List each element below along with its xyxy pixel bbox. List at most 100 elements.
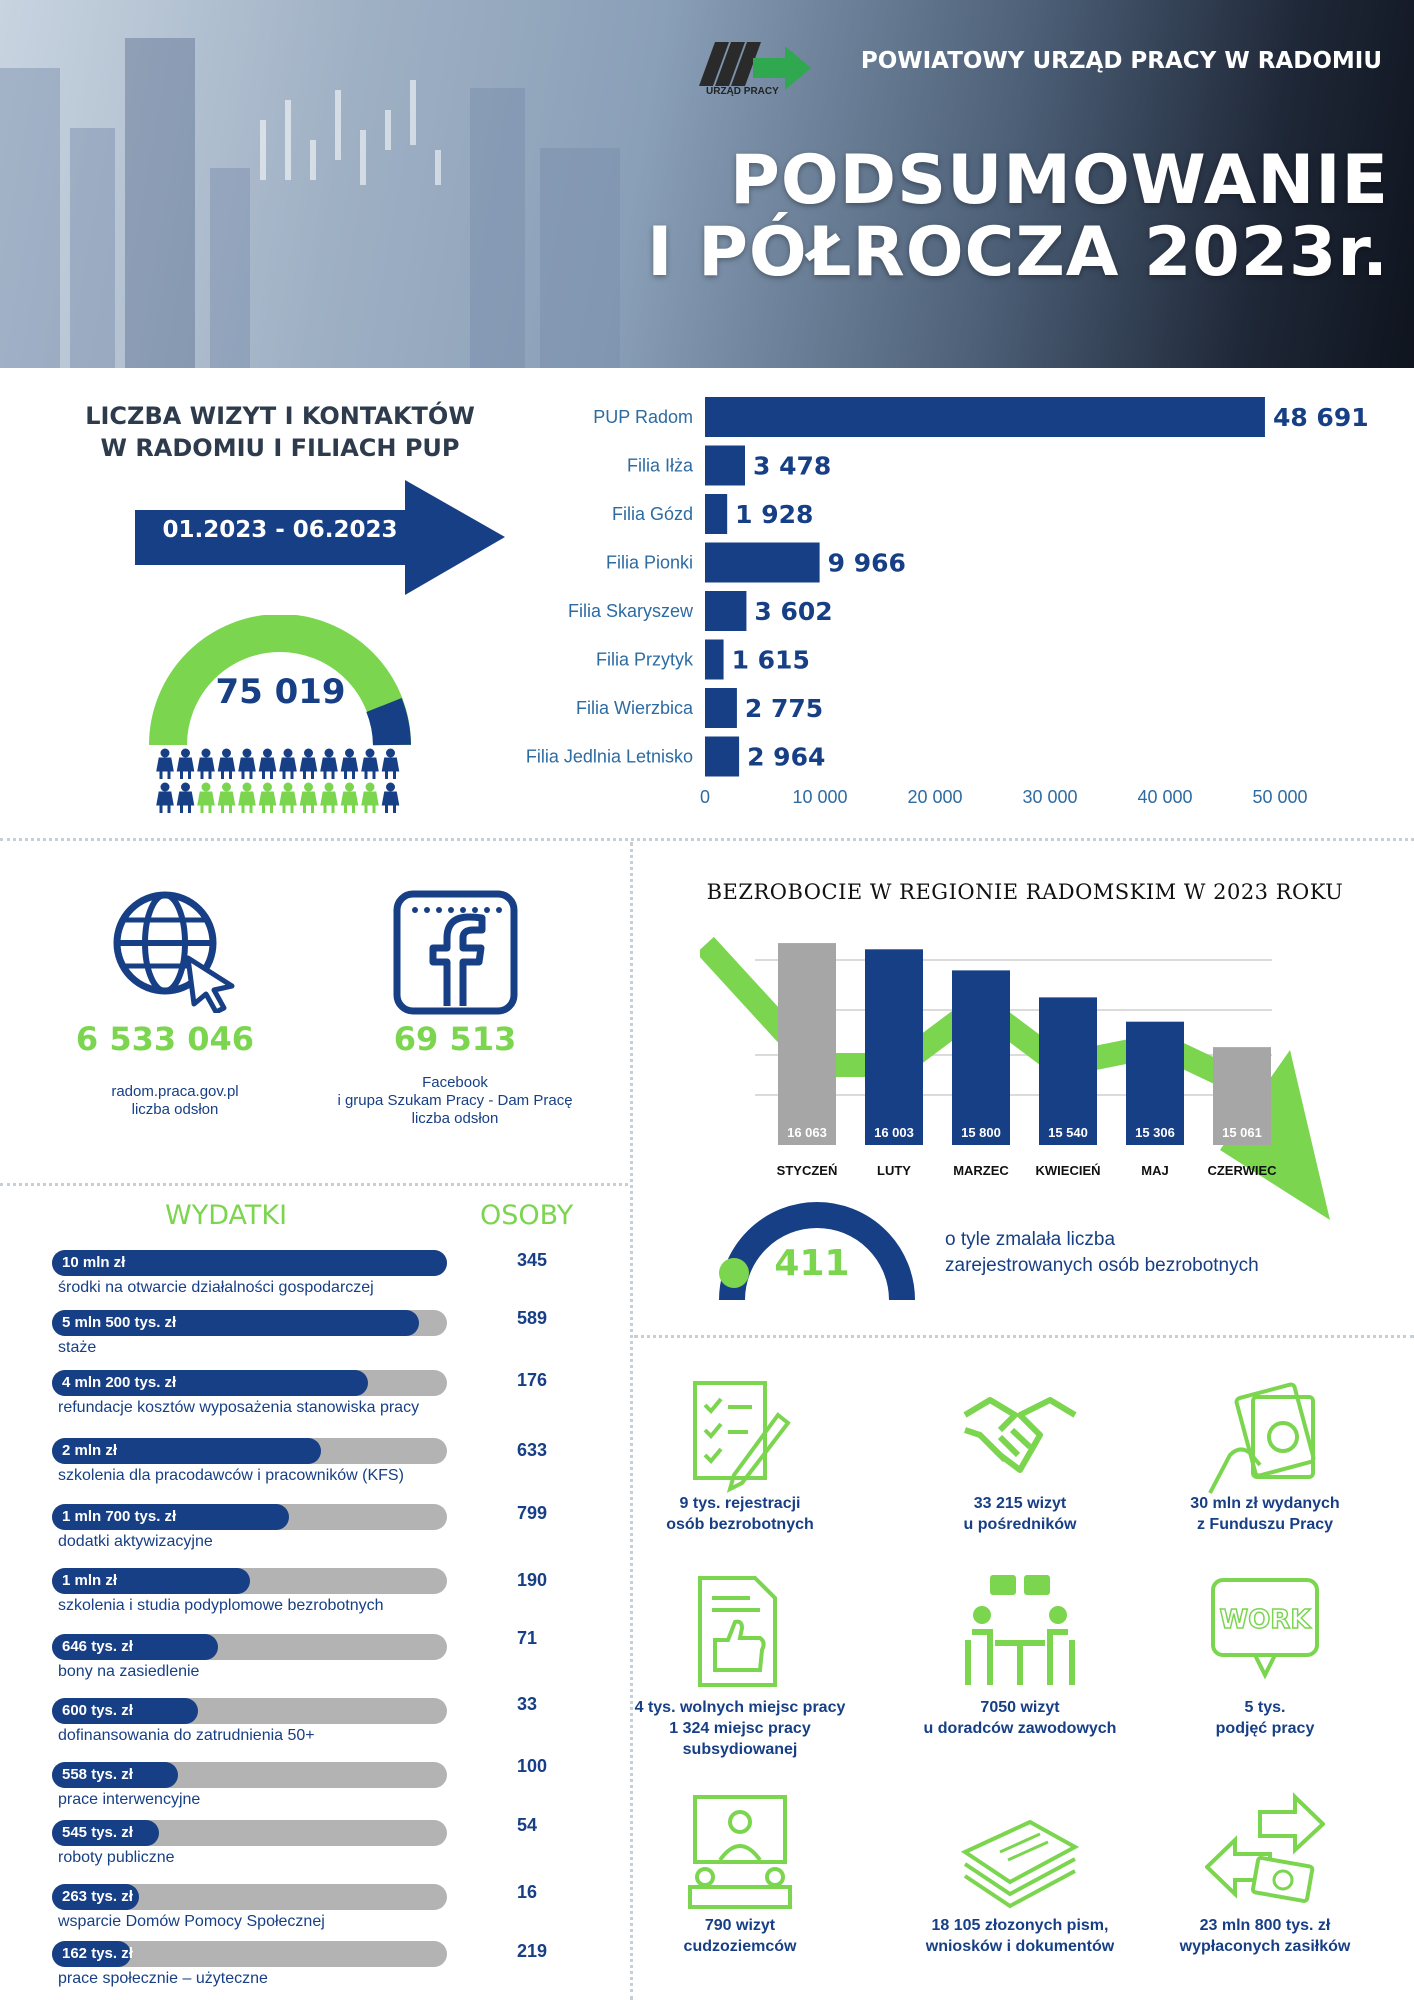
- person-icon: [299, 782, 318, 813]
- x-tick-label: 0: [700, 787, 710, 807]
- expense-bar-fill: [52, 1884, 139, 1910]
- bar-category-label: Filia Przytyk: [596, 650, 694, 670]
- expense-amount: 162 tys. zł: [62, 1945, 133, 1962]
- expense-person-count: 190: [517, 1570, 548, 1590]
- expense-description: bony na zasiedlenie: [58, 1663, 200, 1680]
- tile-caption-line-2: podjęć pracy: [1215, 1720, 1315, 1737]
- logo-text: URZĄD PRACY: [706, 86, 779, 97]
- expenses-heading: WYDATKI: [165, 1200, 288, 1231]
- unemployment-bar: [1126, 1021, 1184, 1145]
- counselling-meeting-icon: [965, 1575, 1075, 1685]
- foreigners-meeting-icon: [688, 1795, 792, 1909]
- bar-category-label: Filia Skaryszew: [568, 601, 694, 621]
- unemployment-bar: [952, 970, 1010, 1145]
- expense-bar-fill: [52, 1820, 159, 1846]
- logo: [699, 42, 811, 90]
- bar-value-label: 48 691: [1273, 403, 1369, 432]
- expense-bar-fill: [52, 1568, 250, 1594]
- facebook-views-caption: Facebook i grupa Szukam Pracy - Dam Prac…: [305, 1074, 605, 1128]
- expense-bar-track: 5 mln 500 tys. zł: [52, 1310, 447, 1336]
- person-icon: [340, 782, 359, 813]
- expense-row: 558 tys. zł prace interwencyjne 100: [52, 1756, 572, 1810]
- expense-row: 545 tys. zł roboty publiczne 54: [52, 1815, 572, 1868]
- unemployment-bar: [865, 949, 923, 1145]
- expense-bar-fill: [52, 1438, 321, 1464]
- divider: [0, 1183, 628, 1186]
- expense-description: roboty publiczne: [58, 1849, 175, 1866]
- expense-bar-fill: [52, 1762, 179, 1788]
- unemployment-drop-caption: o tyle zmalała liczba zarejestrowanych o…: [945, 1227, 1365, 1279]
- person-icon: [197, 782, 215, 813]
- tile-caption-line-1: 23 mln 800 tys. zł: [1199, 1917, 1331, 1934]
- bar: [705, 639, 724, 680]
- expense-description: prace interwencyjne: [58, 1791, 201, 1808]
- expense-bar-track: 162 tys. zł: [52, 1941, 447, 1967]
- divider: [630, 842, 633, 2000]
- divider: [634, 1335, 1414, 1338]
- expense-description: dofinansowania do zatrudnienia 50+: [58, 1727, 315, 1744]
- bar-category-label: Filia Pionki: [606, 553, 693, 573]
- expense-row: 1 mln 700 tys. zł dodatki aktywizacyjne 79…: [52, 1503, 572, 1552]
- tile-caption-line-3: subsydiowanej: [682, 1741, 798, 1758]
- persons-heading: OSOBY: [480, 1200, 574, 1231]
- cash-exchange-icon: [1205, 1792, 1325, 1903]
- tile-caption-line-1: 18 105 złozonych pism,: [931, 1917, 1109, 1934]
- expense-person-count: 54: [517, 1815, 538, 1835]
- expense-bar-track: 558 tys. zł: [52, 1762, 447, 1788]
- unemployment-bar: [1039, 997, 1097, 1145]
- work-badge-text: WORK: [1220, 1605, 1312, 1635]
- fb-caption-line-1: Facebook: [422, 1074, 488, 1091]
- expense-amount: 1 mln 700 tys. zł: [62, 1508, 177, 1525]
- tile-caption: 30 mln zł wydanych z Funduszu Pracy: [1130, 1493, 1400, 1535]
- tile-caption: 7050 wizyt u doradców zawodowych: [885, 1697, 1155, 1739]
- person-icon: [156, 782, 174, 813]
- drop-caption-line-1: o tyle zmalała liczba: [945, 1229, 1116, 1250]
- unemployment-value-label: 15 306: [1135, 1125, 1175, 1140]
- expense-bar-fill: [52, 1310, 420, 1336]
- tile-caption-line-2: wypłaconych zasiłków: [1179, 1938, 1351, 1955]
- x-tick-label: 10 000: [792, 787, 847, 807]
- expense-row: 600 tys. zł dofinansowania do zatrudnieni…: [52, 1694, 572, 1746]
- bar-category-label: Filia Gózd: [612, 504, 693, 524]
- month-label: KWIECIEŃ: [1036, 1163, 1101, 1178]
- person-icon: [320, 748, 338, 779]
- expense-description: środki na otwarcie działalności gospodar…: [58, 1279, 374, 1296]
- title-line-2: I PÓŁROCZA 2023r.: [647, 213, 1389, 292]
- drop-gauge: [719, 1202, 915, 1301]
- expense-bar-fill: [52, 1370, 368, 1396]
- tile-caption-line-1: 4 tys. wolnych miejsc pracy: [634, 1699, 846, 1716]
- expense-bar-fill: [52, 1941, 131, 1967]
- bar-category-label: Filia Wierzbica: [576, 698, 694, 718]
- person-icon: [217, 748, 236, 779]
- document-thumbs-up-icon: [698, 1576, 777, 1687]
- expense-description: wsparcie Domów Pomocy Społecznej: [58, 1913, 325, 1930]
- tile-caption-line-1: 5 tys.: [1244, 1699, 1286, 1716]
- tile-caption-line-1: 790 wizyt: [704, 1917, 776, 1934]
- tile-caption: 33 215 wizyt u pośredników: [885, 1493, 1155, 1535]
- expense-row: 10 mln zł środki na otwarcie działalności…: [52, 1250, 572, 1298]
- expense-bar-fill: [52, 1698, 199, 1724]
- tile-caption: 4 tys. wolnych miejsc pracy 1 324 miejsc …: [605, 1697, 875, 1760]
- visits-title-line-2: W RADOMIU I FILIACH PUP: [100, 434, 460, 462]
- bar-category-label: PUP Radom: [593, 407, 693, 427]
- period-label: 01.2023 - 06.2023: [162, 517, 398, 543]
- bar: [705, 688, 737, 728]
- arrow-right-icon: [135, 480, 505, 595]
- expense-bar-track: 2 mln zł: [52, 1438, 447, 1464]
- title-line-1: PODSUMOWANIE: [730, 141, 1389, 220]
- unemployment-chart-title: BEZROBOCIE W REGIONIE RADOMSKIM W 2023 R…: [706, 880, 1344, 904]
- x-tick-label: 50 000: [1252, 787, 1307, 807]
- unemployment-bar: [1213, 1047, 1271, 1145]
- tile-caption: 18 105 złozonych pism, wniosków i dokumen…: [885, 1915, 1155, 1957]
- person-icon: [381, 748, 400, 779]
- expense-row: 5 mln 500 tys. zł staże 589: [52, 1308, 572, 1358]
- work-sign-icon: WORK: [1211, 1578, 1319, 1680]
- bar: [705, 542, 820, 583]
- expense-row: 1 mln zł szkolenia i studia podyplomowe b…: [52, 1568, 572, 1616]
- tile-caption-line-2: u pośredników: [963, 1516, 1077, 1533]
- expense-person-count: 16: [517, 1882, 538, 1902]
- expense-amount: 646 tys. zł: [62, 1638, 133, 1655]
- expense-amount: 2 mln zł: [62, 1442, 118, 1459]
- facebook-icon: [393, 890, 518, 1015]
- person-icon: [197, 748, 215, 779]
